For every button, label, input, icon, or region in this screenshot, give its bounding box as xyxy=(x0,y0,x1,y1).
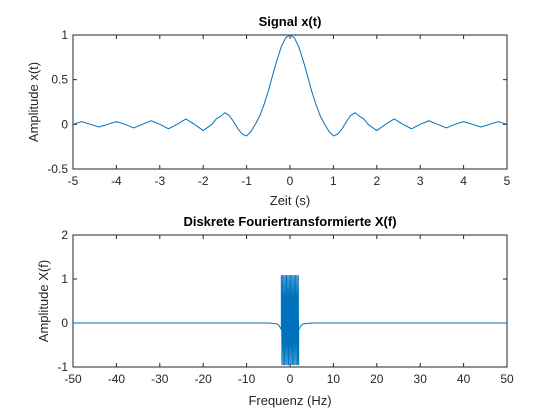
dft-x-tick-label: 30 xyxy=(414,372,428,386)
signal-y-tick-label: 0 xyxy=(61,117,68,131)
signal-y-tick-label: -0.5 xyxy=(47,162,68,176)
dft-subplot: Diskrete Fouriertransformierte X(f) Freq… xyxy=(36,214,514,408)
signal-x-tick-label: 2 xyxy=(373,174,380,188)
dft-series-line xyxy=(73,274,507,366)
dft-y-tick-label: 2 xyxy=(61,228,68,242)
dft-y-axis-label: Amplitude X(f) xyxy=(36,260,51,342)
signal-x-tick-label: -2 xyxy=(198,174,209,188)
dft-y-tick-label: -1 xyxy=(57,360,68,374)
dft-chart-title: Diskrete Fouriertransformierte X(f) xyxy=(183,214,396,229)
signal-x-tick-label: 4 xyxy=(460,174,467,188)
dft-x-tick-label: -10 xyxy=(238,372,256,386)
signal-x-tick-label: -4 xyxy=(111,174,122,188)
signal-chart-title: Signal x(t) xyxy=(259,14,322,29)
signal-y-axis-label: Amplitude x(t) xyxy=(26,62,41,142)
dft-x-tick-label: -50 xyxy=(64,372,82,386)
dft-x-tick-label: -30 xyxy=(151,372,169,386)
dft-x-tick-label: 0 xyxy=(287,372,294,386)
signal-y-tick-label: 1 xyxy=(61,28,68,42)
signal-x-tick-label: 3 xyxy=(417,174,424,188)
signal-x-tick-label: -5 xyxy=(68,174,79,188)
dft-x-tick-label: 20 xyxy=(370,372,384,386)
signal-x-tick-label: -3 xyxy=(154,174,165,188)
dft-x-tick-label: -20 xyxy=(195,372,213,386)
signal-subplot: Signal x(t) Zeit (s) Amplitude x(t) -5 -4… xyxy=(26,14,511,208)
dft-x-axis-label: Frequenz (Hz) xyxy=(248,393,331,408)
dft-x-tick-label: 50 xyxy=(500,372,514,386)
dft-y-tick-label: 0 xyxy=(61,316,68,330)
dft-x-tick-label: 40 xyxy=(457,372,471,386)
dft-y-tick-label: 1 xyxy=(61,272,68,286)
signal-x-tick-label: 5 xyxy=(504,174,511,188)
signal-x-axis-label: Zeit (s) xyxy=(270,193,310,208)
dft-x-tick-label: 10 xyxy=(327,372,341,386)
signal-x-tick-label: 0 xyxy=(287,174,294,188)
signal-x-tick-label: -1 xyxy=(241,174,252,188)
signal-series-line xyxy=(72,34,508,137)
dft-x-tick-label: -40 xyxy=(108,372,126,386)
signal-axes-box xyxy=(72,34,508,170)
signal-y-tick-label: 0.5 xyxy=(51,73,68,87)
signal-x-tick-label: 1 xyxy=(330,174,337,188)
